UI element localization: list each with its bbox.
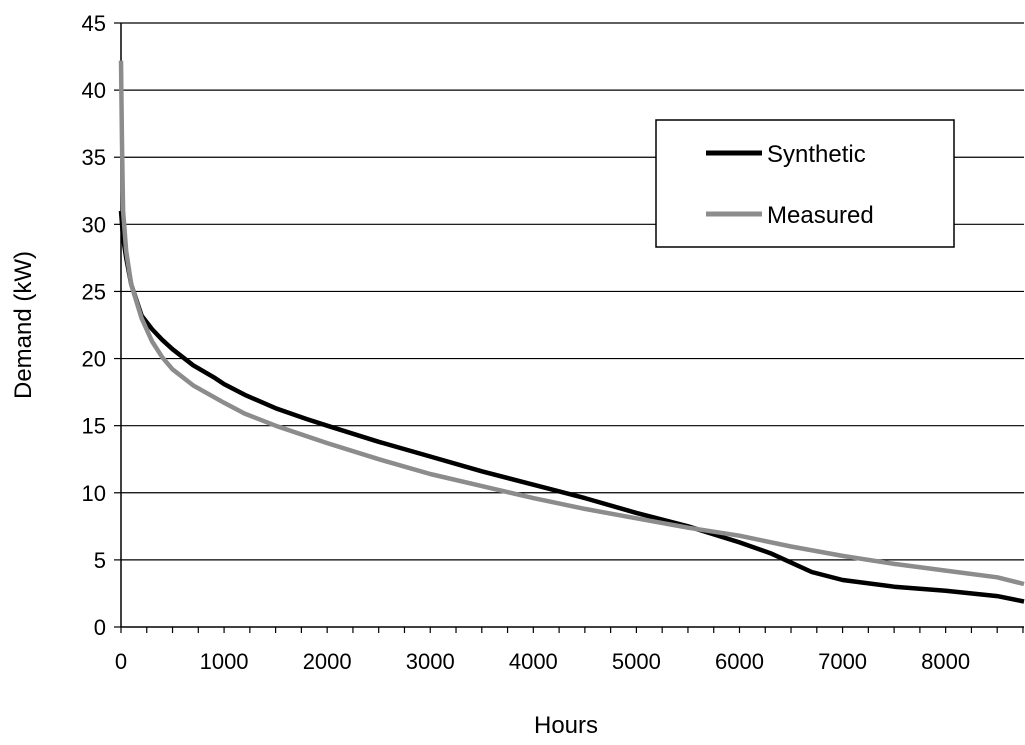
x-tick-label: 4000 <box>509 649 558 674</box>
y-tick-label: 30 <box>82 212 106 237</box>
x-tick-label: 1000 <box>200 649 249 674</box>
x-tick-label: 2000 <box>303 649 352 674</box>
legend: Synthetic Measured <box>655 119 955 248</box>
legend-label-synthetic: Synthetic <box>767 141 866 168</box>
y-tick-label: 5 <box>94 548 106 573</box>
y-tick-label: 20 <box>82 347 106 372</box>
tick-labels: 0 5 10 15 20 25 30 35 40 45 0 1000 2000 3000 4000 5000 6… <box>82 11 971 674</box>
y-tick-label: 40 <box>82 78 106 103</box>
gridlines <box>121 22 1024 561</box>
series-line-synthetic <box>118 210 1025 604</box>
y-tick-label: 10 <box>82 481 106 506</box>
x-tick-label: 3000 <box>406 649 455 674</box>
y-tick-label: 25 <box>82 279 106 304</box>
y-axis-title: Demand (kW) <box>10 251 37 399</box>
x-tick-label: 7000 <box>818 649 867 674</box>
x-tick-label: 6000 <box>715 649 764 674</box>
y-tick-label: 35 <box>82 145 106 170</box>
series-line-measured <box>118 60 1025 587</box>
legend-label-measured: Measured <box>767 202 874 229</box>
y-tick-label: 15 <box>82 414 106 439</box>
y-tick-label: 0 <box>94 615 106 640</box>
legend-box <box>655 119 955 248</box>
axes <box>114 22 1024 633</box>
series-lines <box>118 60 1025 604</box>
y-tick-label: 45 <box>82 11 106 36</box>
x-tick-label: 5000 <box>612 649 661 674</box>
x-tick-label: 0 <box>115 649 127 674</box>
x-axis-title: Hours <box>534 712 598 739</box>
x-tick-label: 8000 <box>921 649 970 674</box>
